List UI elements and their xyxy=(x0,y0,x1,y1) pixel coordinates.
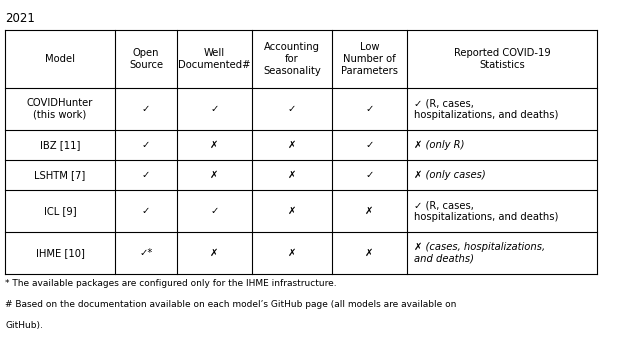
Text: ICL [9]: ICL [9] xyxy=(44,206,76,216)
Text: ✗: ✗ xyxy=(211,170,219,180)
Text: ✓: ✓ xyxy=(142,140,150,150)
Text: 2021: 2021 xyxy=(5,12,35,25)
Text: ✓: ✓ xyxy=(365,170,374,180)
Text: ✓: ✓ xyxy=(288,104,296,114)
Text: Model: Model xyxy=(45,54,75,64)
Text: ✗: ✗ xyxy=(365,206,374,216)
Text: ✓: ✓ xyxy=(142,104,150,114)
Text: ✓: ✓ xyxy=(142,206,150,216)
Text: ✗: ✗ xyxy=(365,248,374,258)
Text: Open
Source: Open Source xyxy=(129,48,163,70)
Text: * The available packages are configured only for the IHME infrastructure.: * The available packages are configured … xyxy=(5,279,337,288)
Text: ✗ (only cases): ✗ (only cases) xyxy=(414,170,486,180)
Text: Reported COVID-19
Statistics: Reported COVID-19 Statistics xyxy=(454,48,550,70)
Text: ✓: ✓ xyxy=(365,104,374,114)
Text: ✗: ✗ xyxy=(288,140,296,150)
Text: ✓ (R, cases,
hospitalizations, and deaths): ✓ (R, cases, hospitalizations, and death… xyxy=(414,200,558,222)
Text: LSHTM [7]: LSHTM [7] xyxy=(35,170,86,180)
Text: # Based on the documentation available on each model’s GitHub page (all models a: # Based on the documentation available o… xyxy=(5,300,456,309)
Text: ✓: ✓ xyxy=(142,170,150,180)
Text: ✓: ✓ xyxy=(211,206,219,216)
Text: GitHub).: GitHub). xyxy=(5,321,43,330)
Text: ✗ (cases, hospitalizations,
and deaths): ✗ (cases, hospitalizations, and deaths) xyxy=(414,242,545,264)
Text: ✗: ✗ xyxy=(288,248,296,258)
Text: Low
Number of
Parameters: Low Number of Parameters xyxy=(341,42,398,75)
Text: ✓*: ✓* xyxy=(140,248,153,258)
Text: IBZ [11]: IBZ [11] xyxy=(40,140,80,150)
Text: ✗ (only R): ✗ (only R) xyxy=(414,140,465,150)
Text: ✓: ✓ xyxy=(365,140,374,150)
Text: ✓ (R, cases,
hospitalizations, and deaths): ✓ (R, cases, hospitalizations, and death… xyxy=(414,98,558,120)
Text: ✗: ✗ xyxy=(288,170,296,180)
Text: ✗: ✗ xyxy=(288,206,296,216)
Text: ✓: ✓ xyxy=(211,104,219,114)
Text: ✗: ✗ xyxy=(211,140,219,150)
Text: COVIDHunter
(this work): COVIDHunter (this work) xyxy=(27,98,93,120)
Text: ✗: ✗ xyxy=(211,248,219,258)
Text: Accounting
for
Seasonality: Accounting for Seasonality xyxy=(263,42,321,75)
Text: Well
Documented#: Well Documented# xyxy=(179,48,251,70)
Text: IHME [10]: IHME [10] xyxy=(36,248,84,258)
